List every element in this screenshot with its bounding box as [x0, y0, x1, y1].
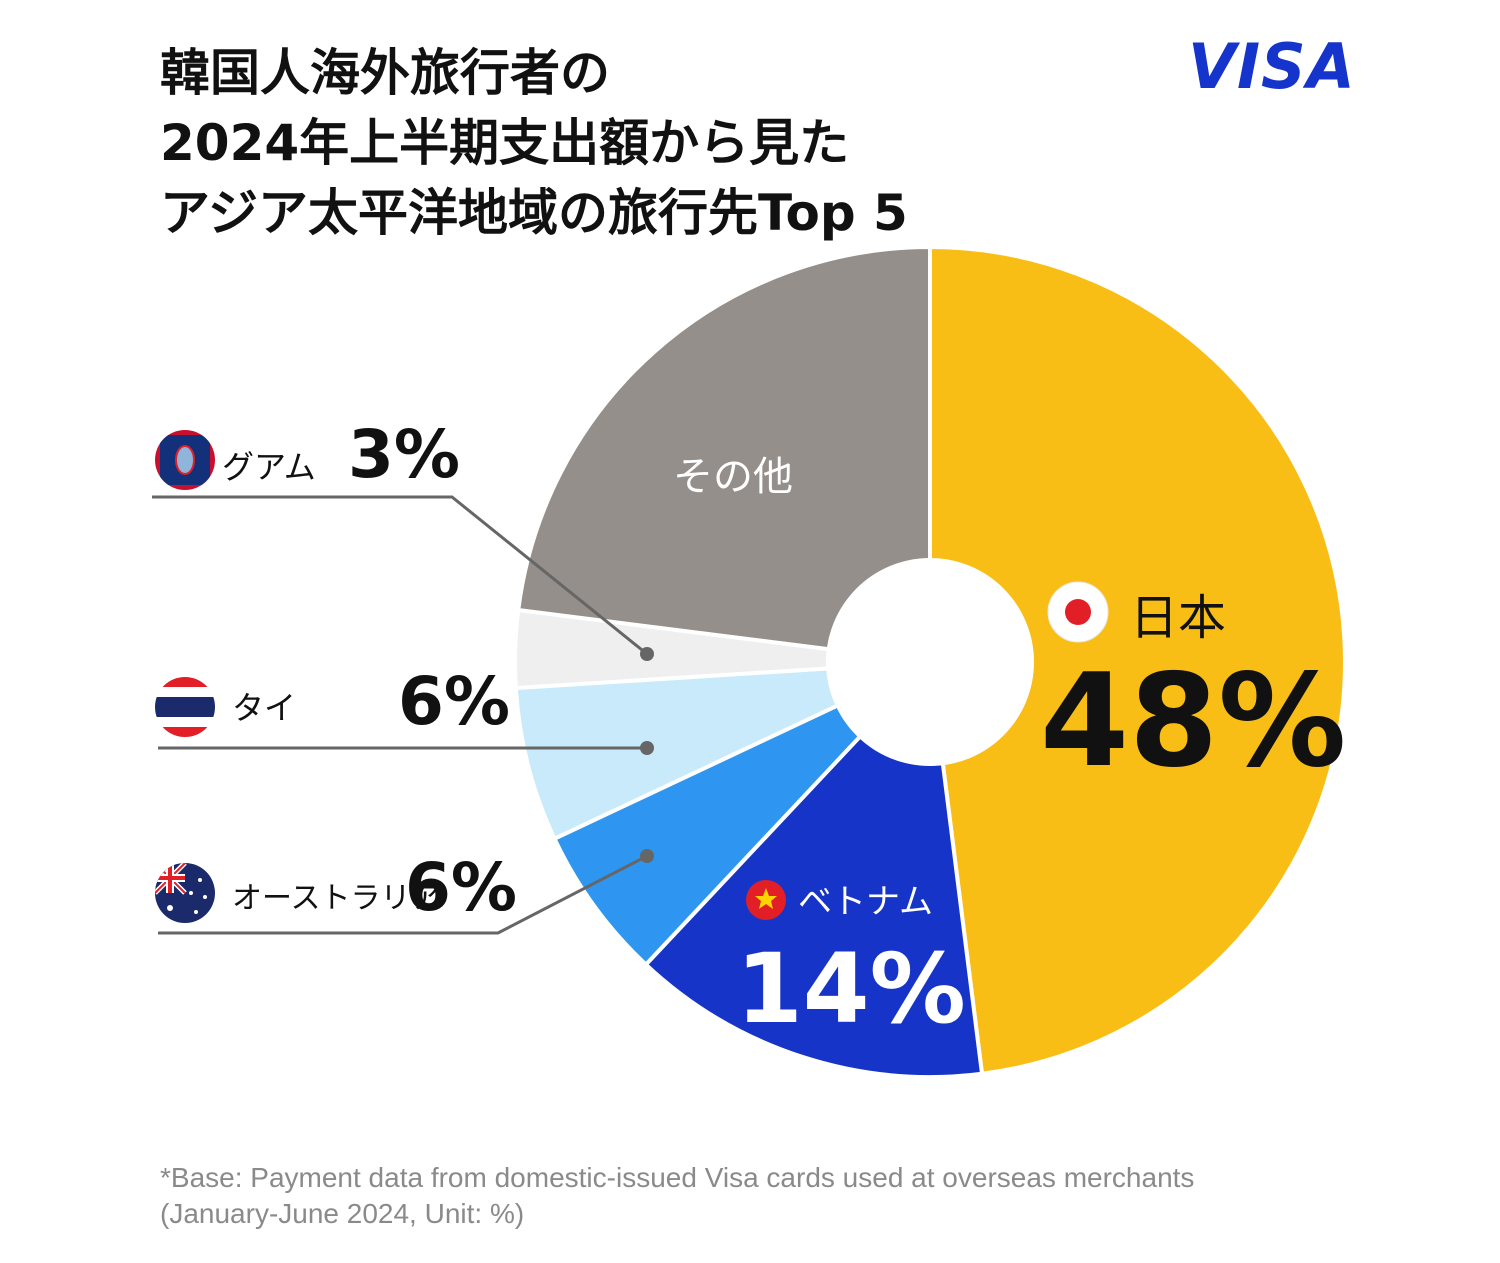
- vietnam-flag-icon: [746, 880, 786, 920]
- title-line-1: 韓国人海外旅行者の: [160, 44, 610, 102]
- title-line-2: 2024年上半期支出額から見た: [160, 114, 850, 172]
- australia-flag-icon: [155, 863, 215, 923]
- leader-dot-australia: [640, 849, 654, 863]
- donut-hole: [826, 558, 1034, 766]
- label-other: その他: [673, 454, 793, 500]
- label-vietnam: ベトナム: [798, 882, 933, 922]
- thailand-flag-icon: [155, 677, 215, 737]
- visa-logo: VISA: [1188, 30, 1356, 103]
- chart-title: 韓国人海外旅行者の 2024年上半期支出額から見た アジア太平洋地域の旅行先To…: [160, 38, 908, 248]
- guam-flag-icon: [155, 430, 215, 490]
- leader-dot-guam: [640, 647, 654, 661]
- pie-slice-3: [513, 660, 931, 842]
- label-thailand: タイ: [232, 689, 296, 727]
- leader-lines: [152, 495, 648, 935]
- title-line-3: アジア太平洋地域の旅行先Top 5: [160, 184, 908, 242]
- footnote-line-2: (January-June 2024, Unit: %): [160, 1198, 525, 1229]
- footnote-line-1: *Base: Payment data from domestic-issued…: [160, 1162, 1195, 1193]
- leader-line-australia: [158, 854, 648, 935]
- pie-slice-1: [643, 657, 985, 1079]
- pie-slice-5: [516, 244, 932, 665]
- japan-flag-icon: [1047, 581, 1109, 643]
- value-guam: 3%: [348, 416, 460, 493]
- value-australia: 6%: [405, 849, 517, 926]
- pie-slice-2: [551, 660, 932, 968]
- label-japan: 日本: [1130, 590, 1226, 646]
- label-australia: オーストラリア: [232, 881, 441, 916]
- label-guam: グアム: [222, 448, 316, 486]
- leader-line-guam: [152, 495, 648, 656]
- value-vietnam: 14%: [736, 933, 966, 1045]
- pie-slice-0: [928, 244, 1347, 1076]
- value-thailand: 6%: [398, 663, 510, 740]
- leader-dot-thailand: [640, 741, 654, 755]
- footnote: *Base: Payment data from domestic-issued…: [160, 1160, 1194, 1232]
- value-japan: 48%: [1040, 647, 1346, 796]
